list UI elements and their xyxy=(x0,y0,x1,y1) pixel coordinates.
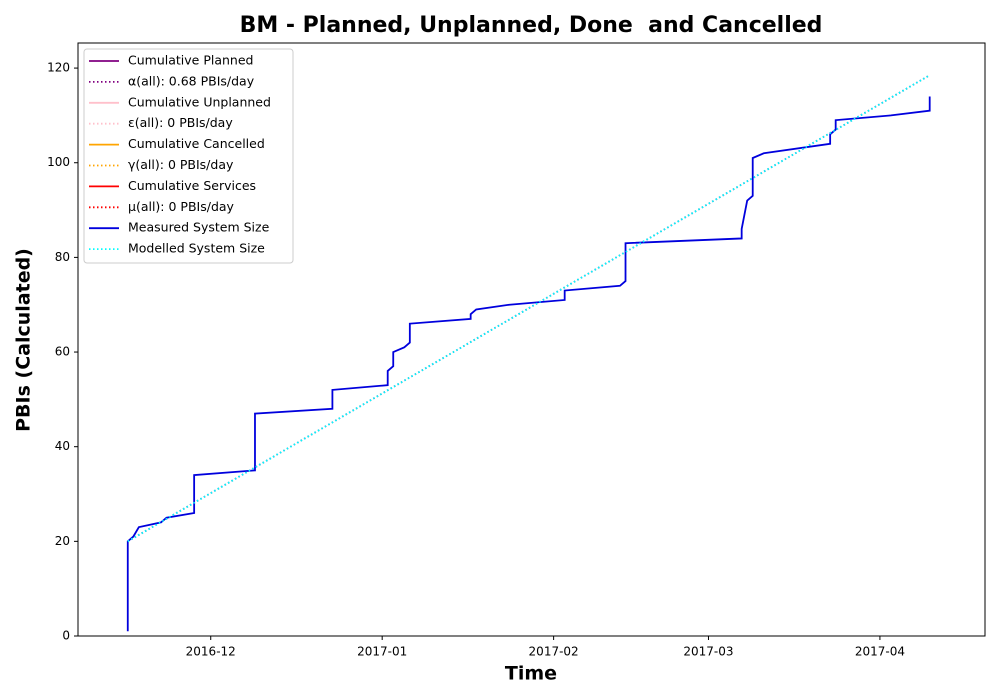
legend-label: α(all): 0.68 PBIs/day xyxy=(128,73,255,88)
y-tick-label: 100 xyxy=(47,155,70,169)
y-tick-label: 20 xyxy=(55,534,70,548)
legend-label: Measured System Size xyxy=(128,220,270,235)
legend-label: Cumulative Services xyxy=(128,178,256,193)
x-tick-label: 2017-04 xyxy=(855,645,905,659)
y-tick-label: 80 xyxy=(55,250,70,264)
x-tick-label: 2017-03 xyxy=(683,645,733,659)
y-tick-label: 40 xyxy=(55,439,70,453)
chart-title: BM - Planned, Unplanned, Done and Cancel… xyxy=(240,13,823,38)
x-tick-label: 2017-01 xyxy=(357,645,407,659)
series-line xyxy=(127,74,931,543)
x-tick-label: 2017-02 xyxy=(529,645,579,659)
y-tick-label: 60 xyxy=(55,345,70,359)
legend-label: ε(all): 0 PBIs/day xyxy=(128,115,233,130)
legend-label: Modelled System Size xyxy=(128,241,265,256)
legend-label: Cumulative Unplanned xyxy=(128,94,271,109)
x-axis-label: Time xyxy=(505,663,557,685)
legend-label: Cumulative Cancelled xyxy=(128,136,265,151)
y-axis-label: PBIs (Calculated) xyxy=(13,248,35,432)
y-tick-label: 120 xyxy=(47,61,70,75)
plot-frame xyxy=(77,42,986,637)
legend-label: Cumulative Planned xyxy=(128,53,253,68)
x-tick-label: 2016-12 xyxy=(186,645,236,659)
legend-box xyxy=(83,48,294,264)
legend-label: γ(all): 0 PBIs/day xyxy=(128,157,234,172)
series-line xyxy=(126,96,931,632)
legend-label: μ(all): 0 PBIs/day xyxy=(128,199,235,214)
y-tick-label: 0 xyxy=(62,629,70,643)
